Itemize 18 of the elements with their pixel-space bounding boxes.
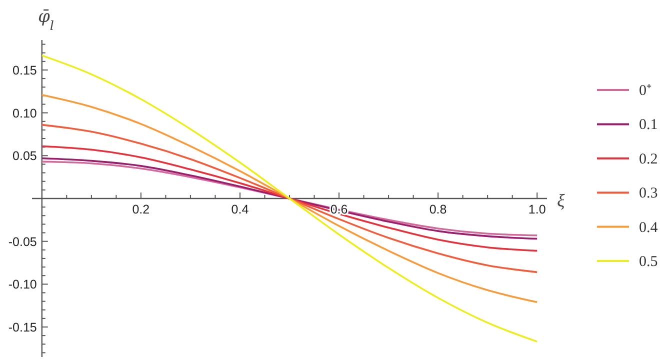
legend-label: 0.4 (639, 220, 658, 236)
y-tick-label: 0.05 (12, 149, 37, 164)
y-tick-label: -0.10 (8, 278, 37, 292)
y-tick-label: -0.15 (8, 320, 37, 335)
x-tick-label: 0.8 (429, 202, 447, 216)
legend-label: 0.1 (639, 117, 658, 134)
legend-label: 0⁺ (639, 83, 652, 99)
y-tick-label: -0.05 (8, 234, 37, 249)
x-tick-label: 0.4 (231, 202, 249, 216)
x-tick-label: 0.2 (132, 202, 150, 216)
x-tick-label: 1.0 (528, 202, 546, 216)
legend-label: 0.5 (639, 254, 658, 270)
y-tick-label: 0.15 (12, 63, 37, 78)
x-axis-title: ξ (557, 190, 565, 210)
y-axis-title: φ̄$_{l}$ (38, 7, 54, 34)
legend-label: 0.3 (639, 186, 658, 202)
legend-label: 0.2 (639, 151, 658, 168)
y-tick-label: 0.10 (12, 106, 37, 120)
